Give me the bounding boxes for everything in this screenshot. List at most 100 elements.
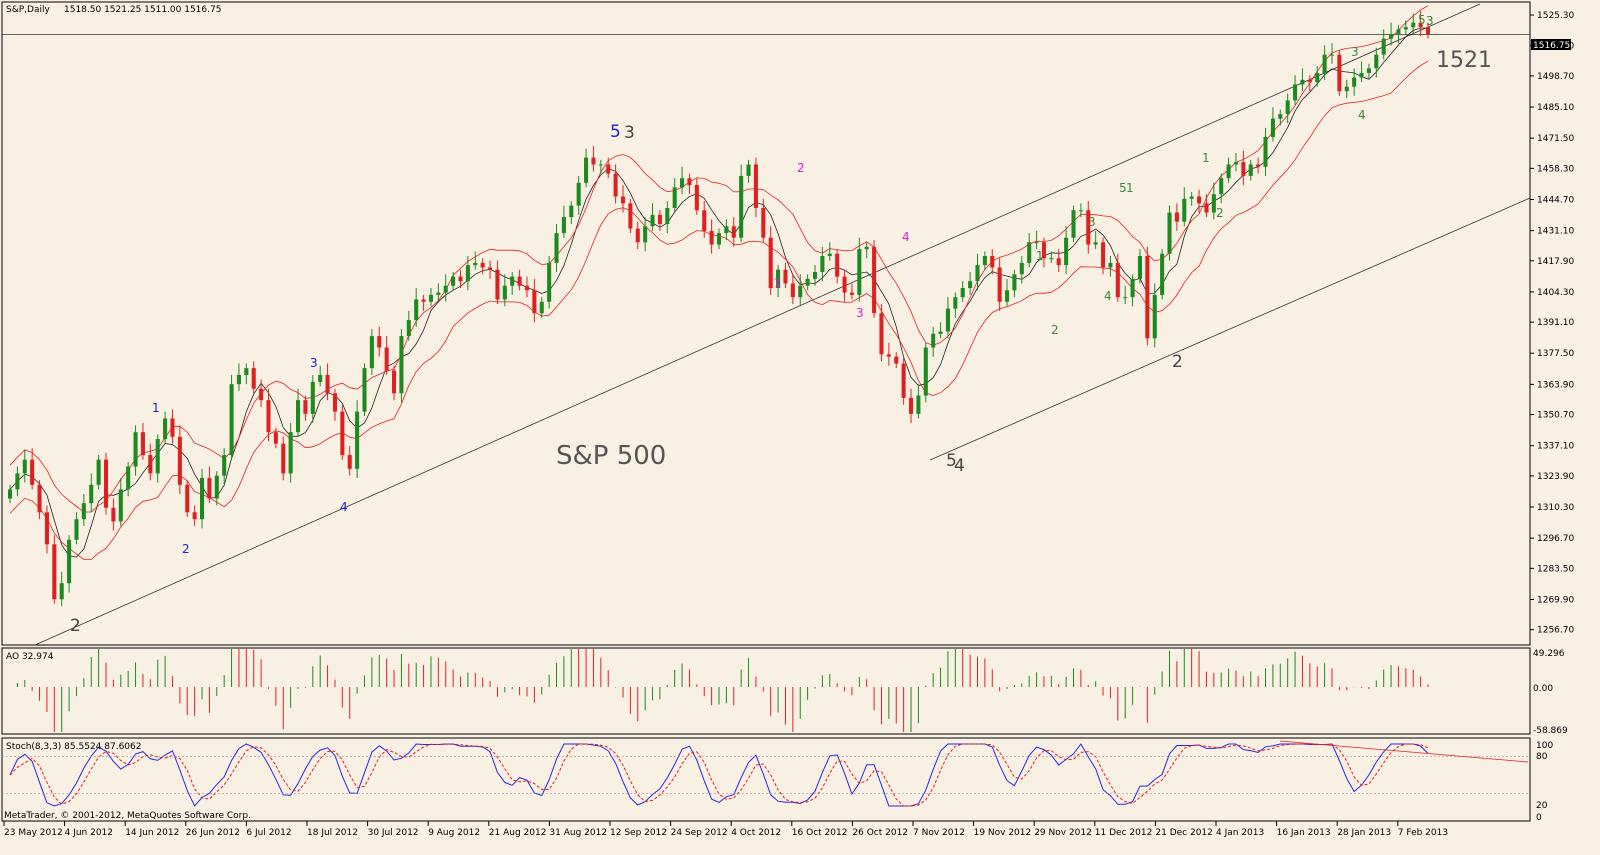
y-tick-label: 1498.70 bbox=[1537, 72, 1574, 82]
wave-label: 2 bbox=[1051, 323, 1059, 337]
x-tick-label: 16 Oct 2012 bbox=[792, 828, 848, 838]
candle-body bbox=[842, 276, 847, 293]
wave-label: 2 bbox=[182, 542, 190, 556]
candle-body bbox=[650, 214, 655, 227]
candle-body bbox=[502, 285, 507, 300]
candle-body bbox=[798, 285, 803, 298]
candle-body bbox=[953, 297, 958, 309]
x-tick-label: 4 Oct 2012 bbox=[731, 828, 781, 838]
envelope-upper-line bbox=[9, 5, 1429, 513]
y-tick-label: 1431.10 bbox=[1537, 227, 1574, 237]
stoch-tick-label: 20 bbox=[1536, 801, 1548, 811]
candle-body bbox=[340, 411, 345, 456]
candle-body bbox=[620, 196, 626, 204]
candle-body bbox=[37, 484, 42, 513]
candle-body bbox=[739, 175, 744, 238]
candle-body bbox=[126, 466, 131, 490]
candle-body bbox=[133, 432, 138, 467]
candle-body bbox=[1270, 118, 1275, 138]
candle-body bbox=[776, 269, 781, 289]
candle-body bbox=[864, 246, 869, 250]
price-panel-frame bbox=[1, 1, 1531, 646]
x-tick-label: 16 Jan 2013 bbox=[1277, 828, 1331, 838]
candle-body bbox=[369, 336, 374, 369]
candle-body bbox=[1396, 29, 1401, 35]
candle-body bbox=[1019, 262, 1024, 275]
candle-body bbox=[1211, 194, 1216, 213]
candle-body bbox=[1064, 237, 1069, 266]
candle-body bbox=[266, 400, 271, 433]
candle-body bbox=[694, 185, 699, 211]
ao-tick-label: 49.296 bbox=[1533, 649, 1565, 659]
candle-body bbox=[1204, 203, 1209, 213]
candle-body bbox=[96, 459, 101, 485]
candle-body bbox=[1381, 38, 1386, 55]
candle-body bbox=[643, 226, 648, 243]
candle-body bbox=[332, 393, 337, 412]
candle-body bbox=[628, 203, 633, 229]
candle-body bbox=[827, 253, 832, 256]
candle-body bbox=[303, 400, 308, 414]
candle-body bbox=[1093, 242, 1098, 245]
candle-body bbox=[451, 276, 456, 286]
candle-body bbox=[15, 473, 20, 490]
candle-body bbox=[1160, 253, 1165, 295]
y-tick-label: 1310.30 bbox=[1537, 503, 1574, 513]
candle-body bbox=[569, 205, 574, 218]
ma-line bbox=[9, 27, 1428, 558]
ohlc-header: 1518.50 1521.25 1511.00 1516.75 bbox=[64, 5, 221, 15]
x-tick-label: 26 Jun 2012 bbox=[186, 828, 240, 838]
y-tick-label: 1363.90 bbox=[1537, 380, 1574, 390]
candle-body bbox=[1056, 258, 1061, 266]
candle-body bbox=[584, 157, 589, 183]
candle-body bbox=[517, 276, 522, 286]
candle-body bbox=[52, 544, 57, 600]
wave-label: 5 bbox=[946, 451, 957, 471]
wave-label: 2 bbox=[1216, 206, 1224, 220]
candle-body bbox=[872, 246, 877, 314]
candle-body bbox=[879, 313, 884, 355]
candle-body bbox=[1315, 72, 1320, 83]
candle-body bbox=[923, 347, 928, 396]
wave-label: 1 bbox=[1126, 181, 1134, 195]
candle-body bbox=[170, 418, 175, 437]
candle-body bbox=[591, 157, 596, 165]
candle-body bbox=[1329, 54, 1335, 56]
wave-label: 3 bbox=[856, 306, 864, 320]
candle-body bbox=[1189, 196, 1194, 199]
stoch-tick-label: 100 bbox=[1536, 741, 1553, 751]
candle-body bbox=[1027, 242, 1032, 263]
candle-body bbox=[325, 374, 330, 394]
x-tick-label: 7 Feb 2013 bbox=[1398, 828, 1448, 838]
candle-body bbox=[672, 187, 677, 208]
wave-label: 1 bbox=[1202, 151, 1210, 165]
candle-body bbox=[199, 477, 205, 520]
wave-label: 1 bbox=[152, 401, 160, 415]
candle-body bbox=[1352, 77, 1357, 87]
y-tick-label: 1485.10 bbox=[1537, 103, 1574, 113]
candle-body bbox=[968, 281, 973, 289]
wave-label: 3 bbox=[310, 356, 318, 370]
candle-body bbox=[1226, 164, 1231, 179]
candle-body bbox=[990, 255, 995, 268]
candle-body bbox=[805, 278, 810, 286]
candle-body bbox=[89, 484, 94, 504]
y-tick-label: 1391.10 bbox=[1537, 318, 1574, 328]
candle-body bbox=[1374, 54, 1379, 69]
candle-body bbox=[59, 583, 64, 600]
wave-label: 4 bbox=[902, 230, 910, 244]
candle-body bbox=[1322, 54, 1327, 73]
x-tick-label: 4 Jun 2012 bbox=[65, 828, 113, 838]
y-tick-label: 1256.70 bbox=[1537, 626, 1574, 636]
candle-body bbox=[1034, 242, 1039, 244]
wave-label: 3 bbox=[1351, 45, 1359, 59]
candle-body bbox=[1049, 258, 1054, 260]
candle-body bbox=[886, 354, 891, 357]
candle-body bbox=[1411, 22, 1416, 28]
candle-body bbox=[790, 283, 795, 298]
y-tick-label: 1269.90 bbox=[1537, 595, 1574, 605]
stoch-tick-label: 80 bbox=[1536, 752, 1548, 762]
candle-body bbox=[473, 262, 478, 266]
